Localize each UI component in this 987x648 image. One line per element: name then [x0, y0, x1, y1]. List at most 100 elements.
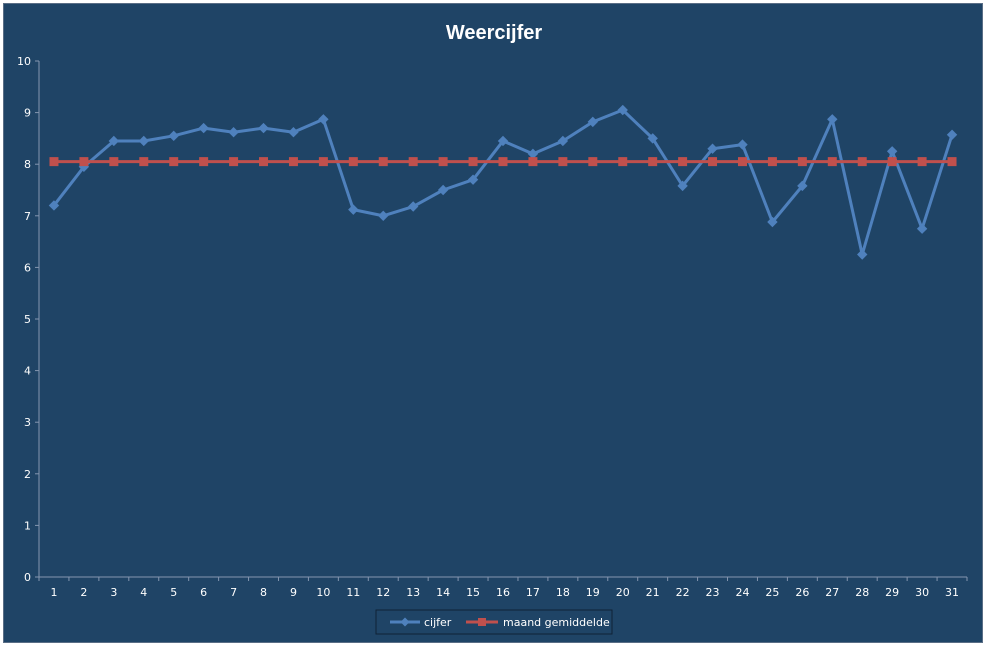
y-tick-label: 5: [24, 313, 31, 326]
data-point: [648, 157, 658, 167]
y-tick-label: 10: [17, 55, 31, 68]
x-tick-label: 7: [230, 586, 237, 599]
data-point: [767, 216, 778, 228]
x-tick-label: 15: [466, 586, 480, 599]
data-point: [528, 157, 538, 167]
x-tick-label: 14: [436, 586, 450, 599]
data-point: [827, 114, 838, 125]
data-point: [708, 157, 718, 167]
data-point: [767, 157, 777, 167]
x-tick-label: 1: [50, 586, 57, 599]
data-point: [588, 157, 598, 167]
data-point: [198, 122, 209, 134]
data-point: [318, 157, 328, 167]
legend-marker-maand-gemiddelde: [478, 618, 486, 626]
data-point: [557, 135, 569, 147]
y-tick-label: 7: [24, 210, 31, 223]
data-point: [737, 157, 747, 167]
x-tick-label: 16: [496, 586, 510, 599]
data-point: [79, 157, 89, 167]
x-tick-label: 31: [945, 586, 959, 599]
data-point: [618, 157, 628, 167]
y-tick-label: 4: [24, 365, 31, 378]
x-tick-label: 12: [376, 586, 390, 599]
x-tick-label: 24: [735, 586, 749, 599]
data-point: [678, 157, 688, 167]
data-point: [707, 143, 718, 154]
data-point: [138, 135, 149, 147]
data-point: [348, 204, 359, 215]
data-point: [468, 157, 478, 167]
data-point: [857, 249, 868, 260]
data-point: [916, 223, 928, 234]
data-point: [229, 157, 239, 167]
data-point: [438, 157, 448, 167]
data-point: [348, 157, 358, 167]
x-tick-label: 11: [346, 586, 360, 599]
x-tick-label: 4: [140, 586, 147, 599]
data-point: [827, 157, 837, 167]
data-point: [199, 157, 209, 167]
x-tick-label: 22: [676, 586, 690, 599]
x-tick-label: 17: [526, 586, 540, 599]
legend-marker-cijfer: [400, 617, 410, 627]
data-point: [587, 116, 599, 128]
data-point: [288, 157, 298, 167]
x-tick-label: 8: [260, 586, 267, 599]
legend-label-cijfer: cijfer: [424, 616, 452, 629]
chart-title: Weercijfer: [446, 22, 543, 44]
data-point: [48, 200, 60, 211]
x-tick-label: 9: [290, 586, 297, 599]
data-point: [169, 157, 179, 167]
data-point: [407, 201, 419, 212]
series-cijfer: [48, 104, 958, 260]
data-point: [527, 148, 539, 160]
data-point: [737, 139, 748, 150]
x-tick-label: 18: [556, 586, 570, 599]
data-point: [168, 130, 179, 142]
data-point: [259, 157, 269, 167]
x-tick-label: 2: [80, 586, 87, 599]
x-tick-label: 6: [200, 586, 207, 599]
chart-area: Weercijfer 0 1 2 3 4 5 6 7 8 9 10 1 2 3 4 5 6 7 8 9 10 11 12 13…: [3, 3, 983, 643]
data-point: [378, 210, 389, 222]
x-tick-label: 10: [316, 586, 330, 599]
y-tick-label: 3: [24, 416, 31, 429]
legend-box: [375, 609, 613, 635]
data-point: [318, 114, 329, 125]
y-tick-label: 2: [24, 468, 31, 481]
data-point: [408, 157, 418, 167]
series-line: [52, 108, 954, 256]
data-point: [677, 180, 688, 192]
data-point: [228, 127, 239, 138]
data-point: [467, 174, 479, 185]
data-point: [947, 157, 957, 167]
x-tick-label: 29: [885, 586, 899, 599]
x-tick-label: 19: [586, 586, 600, 599]
x-tick-label: 21: [646, 586, 660, 599]
data-point: [108, 135, 120, 147]
x-tick-label: 27: [825, 586, 839, 599]
data-point: [498, 157, 508, 167]
data-point: [558, 157, 568, 167]
data-point: [797, 180, 808, 192]
x-tick-label: 20: [616, 586, 630, 599]
data-point: [288, 127, 299, 138]
legend: cijfer maand gemiddelde: [375, 609, 613, 635]
data-point: [258, 122, 269, 134]
legend-label-maand-gemiddelde: maand gemiddelde: [503, 616, 610, 629]
x-tick-label: 5: [170, 586, 177, 599]
x-tick-label: 13: [406, 586, 420, 599]
data-point: [139, 157, 149, 167]
y-tick-label: 9: [24, 107, 31, 120]
x-tick-label: 25: [765, 586, 779, 599]
y-tick-label: 6: [24, 261, 31, 274]
data-point: [437, 184, 449, 196]
y-tick-label: 1: [24, 519, 31, 532]
data-point: [378, 157, 388, 167]
data-point: [49, 157, 59, 167]
y-tick-label: 0: [24, 571, 31, 584]
series-maand-gemiddelde: [49, 157, 957, 167]
